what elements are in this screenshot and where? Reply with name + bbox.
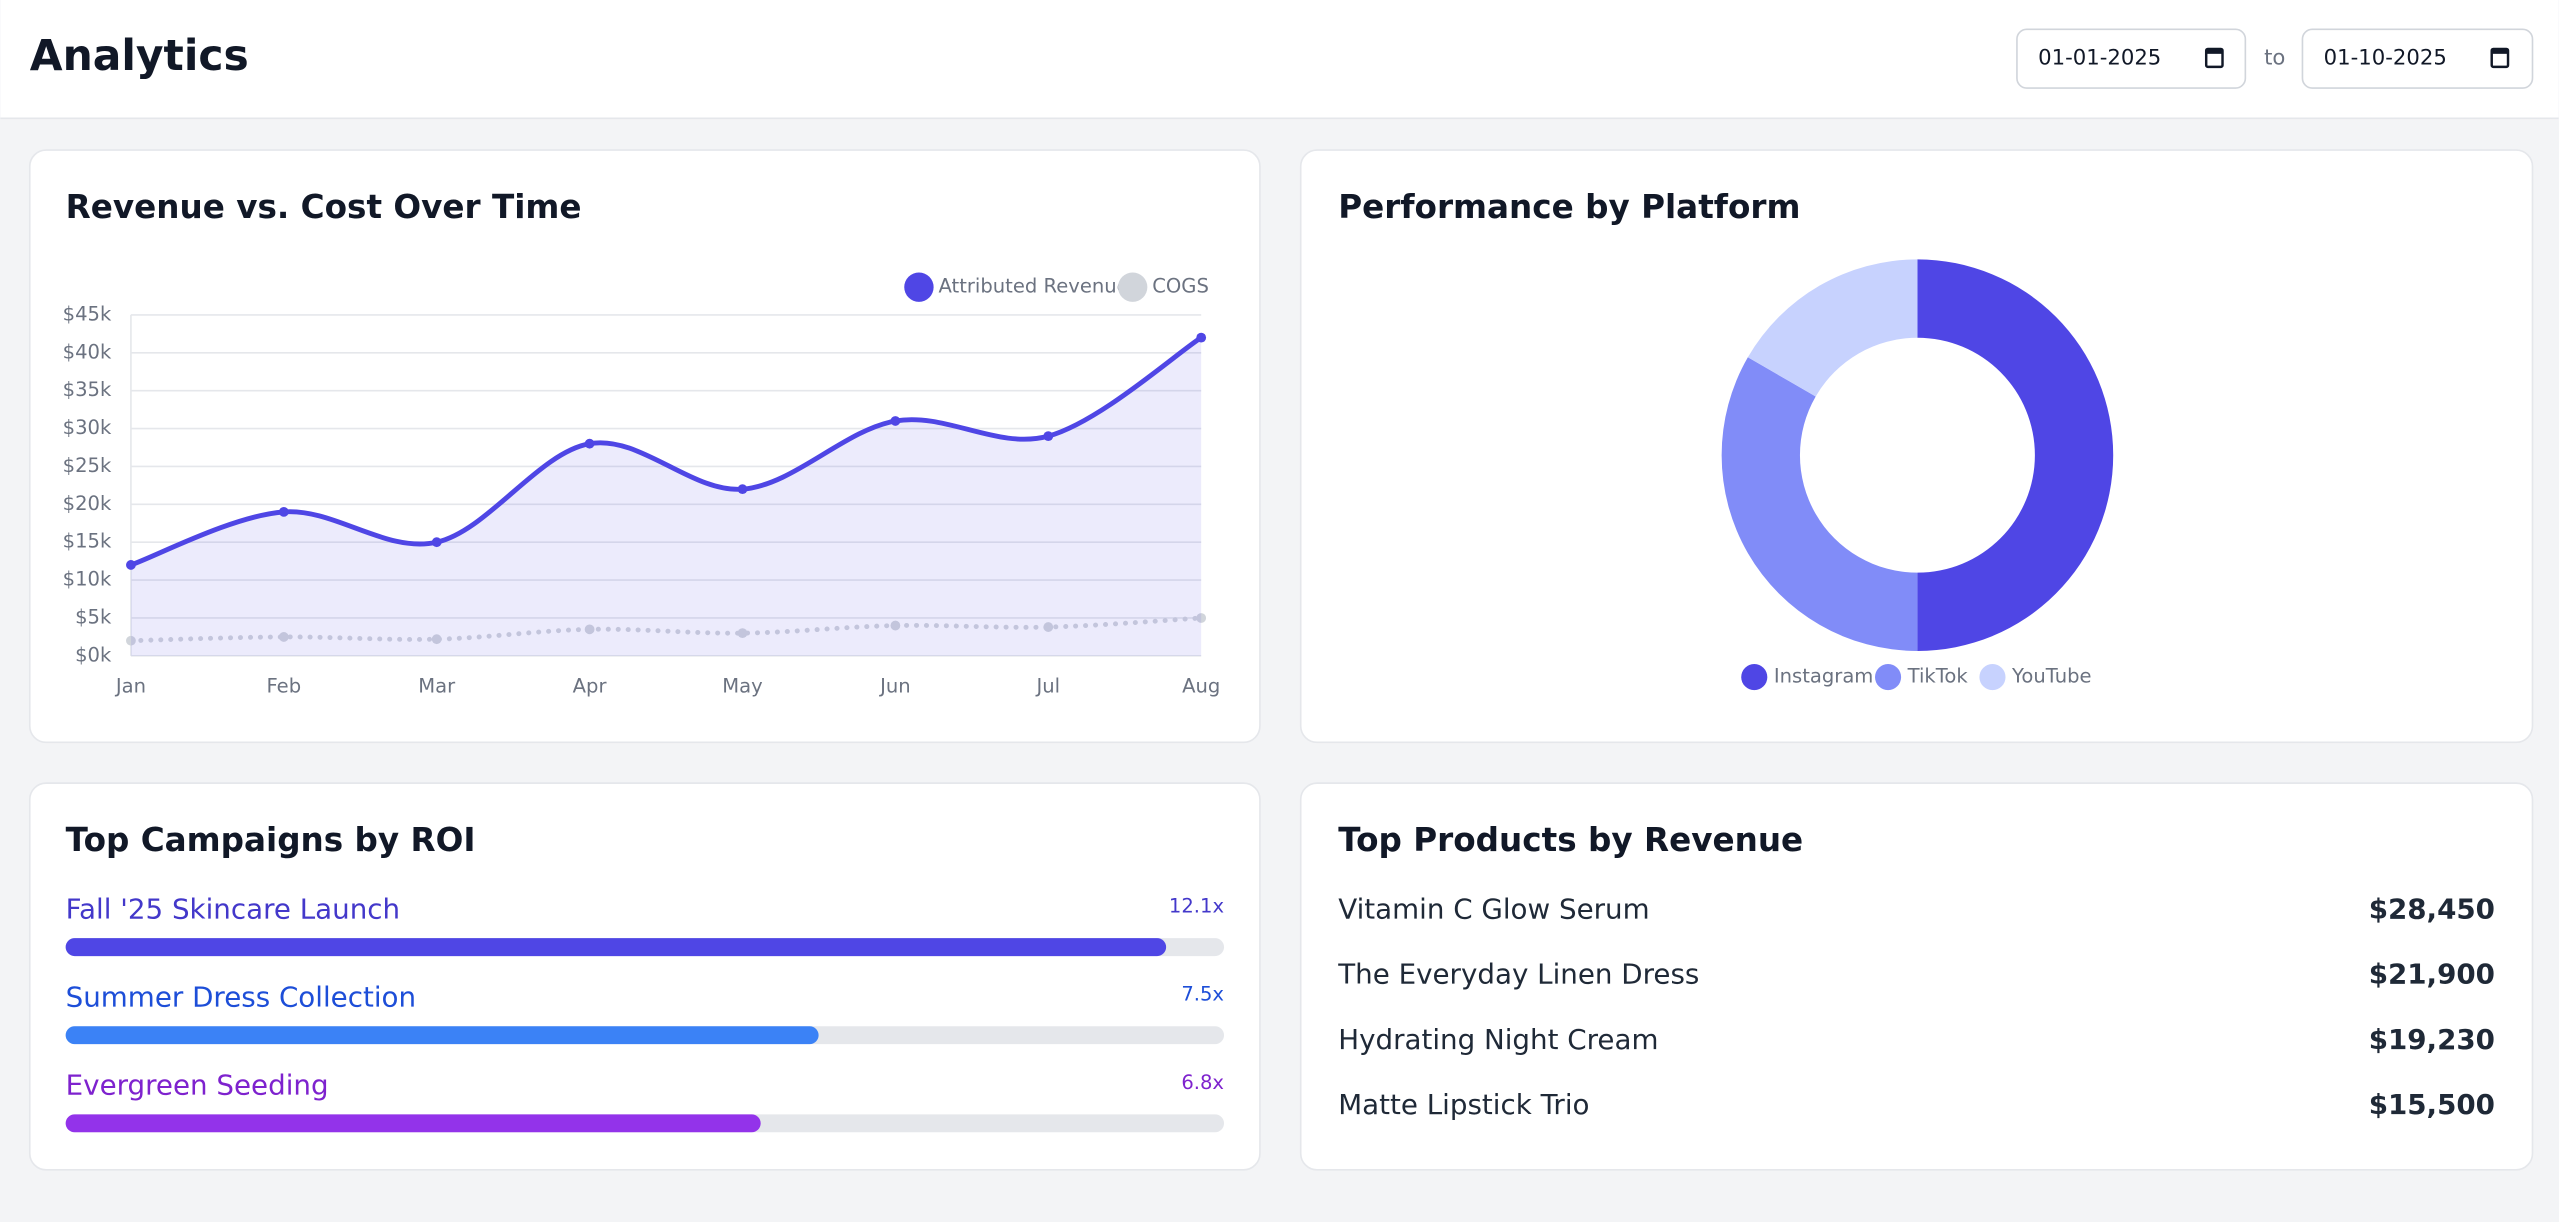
campaign-roi: 6.8x bbox=[1181, 1071, 1224, 1094]
point bbox=[584, 624, 595, 635]
x-tick-label: Jul bbox=[1034, 674, 1060, 697]
point bbox=[278, 507, 289, 517]
product-name: Vitamin C Glow Serum bbox=[1338, 892, 1649, 925]
legend-swatch bbox=[1117, 272, 1148, 302]
y-tick-label: $15k bbox=[63, 530, 112, 553]
card bbox=[1299, 149, 2534, 744]
legend-swatch bbox=[1741, 664, 1768, 691]
card-title: Top Products by Revenue bbox=[1338, 821, 1803, 859]
y-tick-label: $30k bbox=[63, 416, 112, 439]
x-tick-label: Apr bbox=[573, 674, 608, 697]
date-from-text: 01-01-2025 bbox=[2038, 45, 2161, 70]
card-title: Performance by Platform bbox=[1338, 188, 1800, 226]
point bbox=[737, 484, 748, 495]
card bbox=[1299, 782, 2534, 1171]
legend-swatch bbox=[1979, 664, 2006, 691]
y-tick-label: $20k bbox=[63, 492, 112, 515]
legend-label: Attributed Revenue bbox=[939, 275, 1129, 298]
page-title: Analytics bbox=[30, 32, 249, 81]
point bbox=[890, 620, 901, 631]
campaign-roi: 12.1x bbox=[1169, 895, 1224, 918]
product-name: Hydrating Night Cream bbox=[1338, 1023, 1658, 1056]
y-tick-label: $45k bbox=[63, 302, 112, 325]
slice bbox=[1747, 259, 1918, 397]
area bbox=[130, 337, 1202, 656]
card bbox=[28, 149, 1261, 744]
legend-swatch bbox=[1875, 664, 1902, 691]
point bbox=[431, 634, 442, 645]
point bbox=[1043, 431, 1054, 442]
y-tick-label: $25k bbox=[63, 454, 112, 477]
y-tick-label: $10k bbox=[63, 568, 112, 591]
product-revenue: $28,450 bbox=[2369, 892, 2495, 925]
point bbox=[126, 560, 136, 570]
product-revenue: $19,230 bbox=[2369, 1023, 2495, 1056]
slice bbox=[1917, 259, 2114, 651]
x-tick-label: Mar bbox=[418, 674, 456, 697]
x-tick-label: Jun bbox=[878, 674, 911, 697]
slice bbox=[1721, 357, 1918, 651]
product-name: The Everyday Linen Dress bbox=[1337, 958, 1699, 991]
point bbox=[1043, 622, 1054, 632]
campaign-name: Evergreen Seeding bbox=[66, 1069, 329, 1102]
point bbox=[737, 628, 748, 639]
point bbox=[584, 438, 595, 449]
date-from-input[interactable]: 01-01-2025 bbox=[2016, 28, 2247, 89]
point bbox=[1196, 613, 1207, 623]
line bbox=[130, 335, 1203, 568]
y-tick-label: $40k bbox=[63, 340, 112, 363]
x-tick-label: Jan bbox=[114, 674, 146, 697]
x-tick-label: Aug bbox=[1182, 674, 1220, 697]
point bbox=[278, 632, 289, 642]
campaign-name: Summer Dress Collection bbox=[66, 980, 416, 1013]
y-tick-label: $5k bbox=[75, 605, 112, 628]
point bbox=[1196, 332, 1207, 343]
card-title: Top Campaigns by ROI bbox=[66, 821, 476, 859]
progress-bar bbox=[65, 1026, 819, 1045]
point bbox=[431, 537, 442, 548]
product-name: Matte Lipstick Trio bbox=[1338, 1088, 1589, 1121]
progress-bar bbox=[65, 938, 1167, 957]
legend-label: YouTube bbox=[2011, 665, 2092, 688]
campaign-name: Fall '25 Skincare Launch bbox=[66, 892, 400, 925]
legend-swatch bbox=[904, 272, 934, 302]
date-separator: to bbox=[2264, 45, 2285, 70]
progress-bar bbox=[65, 1114, 761, 1133]
campaign-roi: 7.5x bbox=[1181, 983, 1224, 1006]
date-to-text: 01-10-2025 bbox=[2324, 45, 2447, 70]
date-to-input[interactable]: 01-10-2025 bbox=[2301, 28, 2534, 89]
x-tick-label: May bbox=[722, 674, 762, 697]
card bbox=[28, 782, 1261, 1171]
y-tick-label: $0k bbox=[75, 643, 112, 666]
point bbox=[890, 416, 901, 426]
legend-label: TikTok bbox=[1907, 665, 1969, 688]
x-tick-label: Feb bbox=[266, 674, 301, 697]
legend-label: Instagram bbox=[1774, 665, 1874, 688]
card-title: Revenue vs. Cost Over Time bbox=[66, 188, 582, 226]
legend-label: COGS bbox=[1152, 275, 1209, 298]
y-tick-label: $35k bbox=[63, 378, 112, 401]
product-revenue: $15,500 bbox=[2369, 1088, 2495, 1121]
line bbox=[128, 615, 1204, 644]
product-revenue: $21,900 bbox=[2369, 958, 2495, 991]
point bbox=[126, 635, 136, 646]
